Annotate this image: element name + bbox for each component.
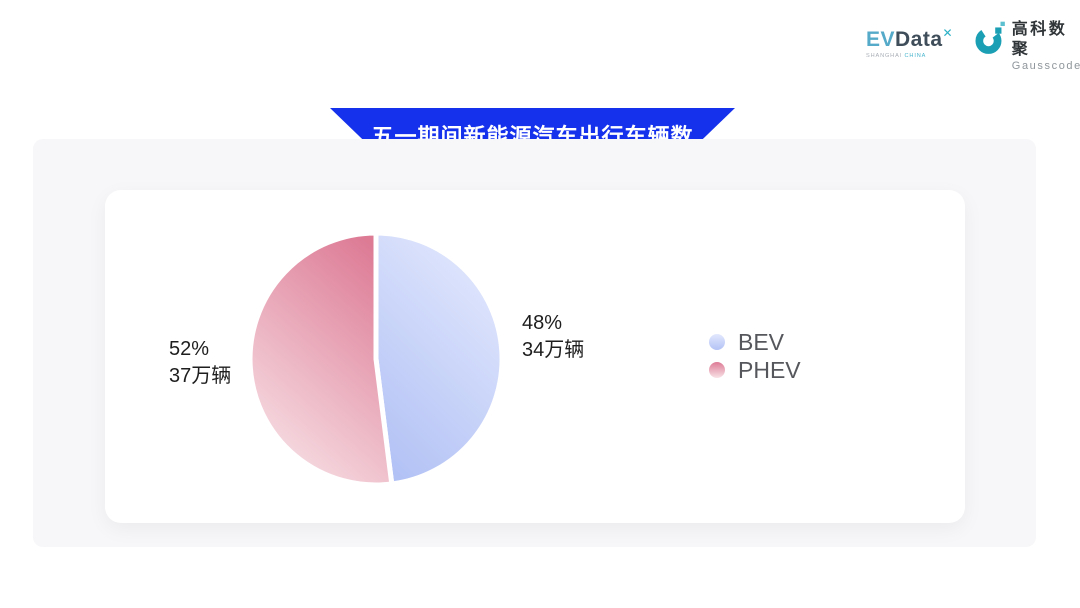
- bev-legend-dot-icon: [709, 334, 725, 350]
- gausscode-en-name: Gausscode: [1011, 60, 1080, 72]
- legend-item-bev[interactable]: BEV: [709, 328, 801, 356]
- evdata-subtext: SHANGHAI CHINA: [866, 52, 926, 58]
- pie-chart: [247, 230, 505, 488]
- pie-slice-phev[interactable]: [247, 230, 395, 488]
- evdata-ev-text: EV: [866, 28, 896, 51]
- gausscode-text: 高科数聚 Gausscode: [1012, 20, 1080, 73]
- evdata-subtext-left: SHANGHAI: [866, 52, 903, 59]
- phev-percent-label: 52%: [169, 338, 210, 360]
- evdata-subtext-right: CHINA: [904, 52, 927, 59]
- evdata-logo: EVData✕ SHANGHAI CHINA: [866, 22, 963, 62]
- pie-slice-bev[interactable]: [373, 230, 505, 487]
- phev-legend-dot-icon: [709, 362, 725, 378]
- evdata-x-icon: ✕: [942, 26, 954, 40]
- content-panel: 48% 34万辆 52% 37万辆 BEV PHEV: [33, 139, 1036, 547]
- legend-item-phev[interactable]: PHEV: [709, 356, 801, 384]
- bev-percent-label: 48%: [522, 312, 563, 334]
- evdata-data-text: Data: [895, 28, 943, 51]
- pie-label-phev: 52% 37万辆: [169, 336, 231, 390]
- gausscode-logo: 高科数聚 Gausscode: [975, 20, 1080, 73]
- chart-card: 48% 34万辆 52% 37万辆 BEV PHEV: [105, 190, 965, 523]
- bev-value-label: 34万辆: [522, 339, 585, 361]
- pie-label-bev: 48% 34万辆: [522, 310, 584, 364]
- gausscode-cn-name: 高科数聚: [1011, 21, 1068, 58]
- gausscode-g-icon: [975, 21, 1005, 54]
- bev-legend-label: BEV: [738, 329, 785, 355]
- evdata-wordmark: EVData✕: [866, 22, 963, 51]
- phev-value-label: 37万辆: [169, 365, 232, 387]
- chart-legend: BEV PHEV: [709, 328, 801, 384]
- phev-legend-label: PHEV: [738, 357, 801, 383]
